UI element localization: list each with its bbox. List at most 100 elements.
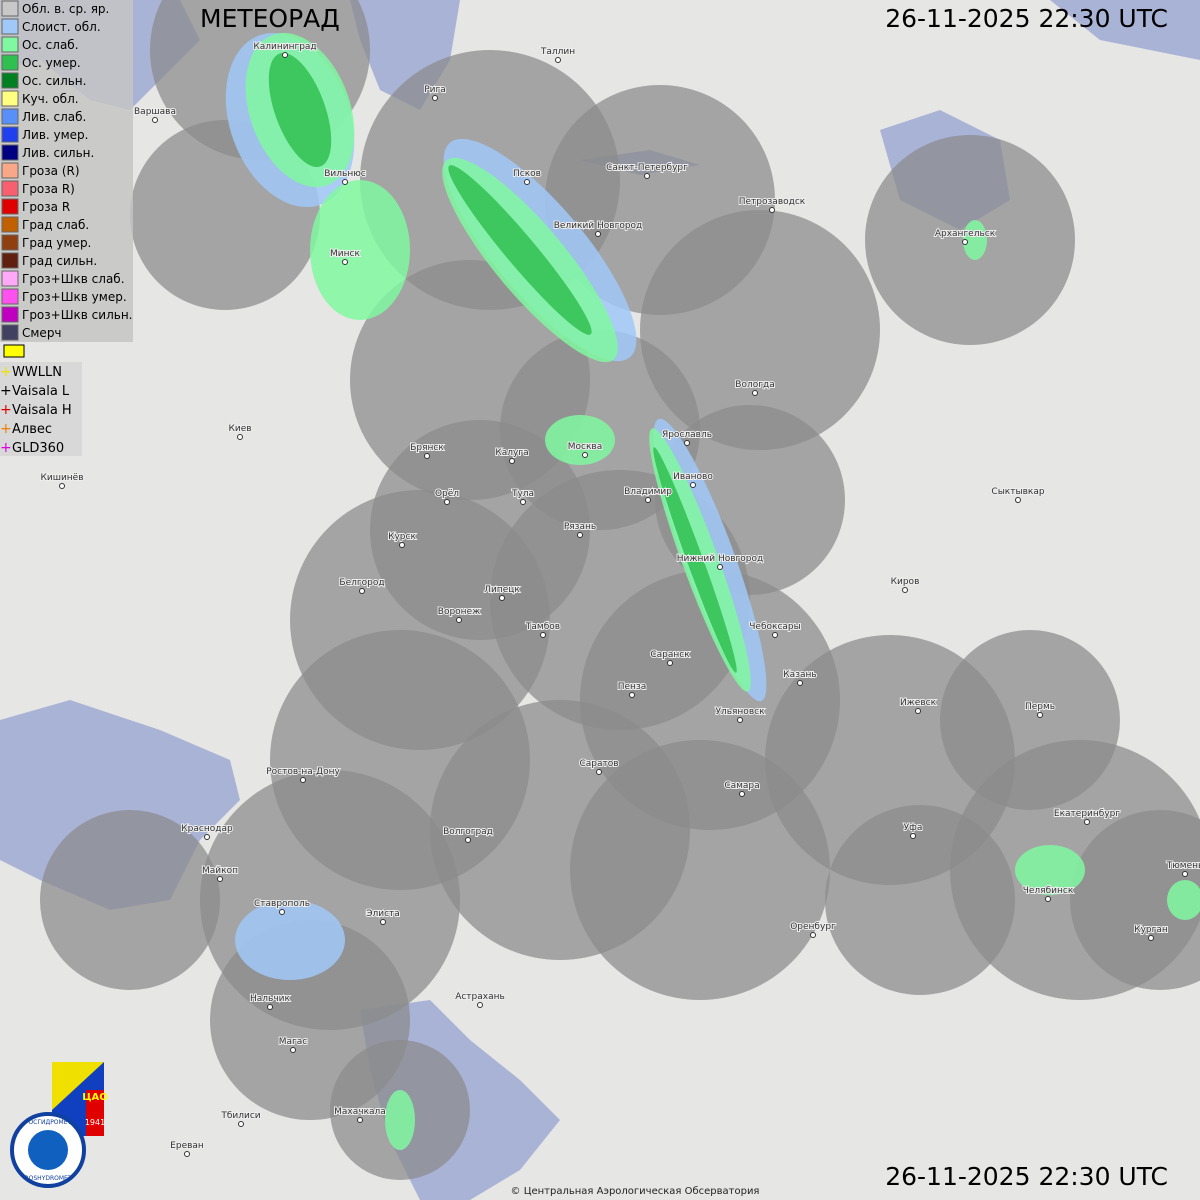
legend-swatch [1,18,19,35]
city-dot [509,458,515,464]
city-label: Киров [891,577,920,587]
city-dot [342,179,348,185]
city-dot [555,57,561,63]
city-dot [772,632,778,638]
lightning-symbol: + [0,383,12,399]
city-label: Минск [330,249,360,259]
legend-swatch [1,288,19,305]
city-label: Тюмень [1166,861,1200,871]
legend-swatch [1,54,19,71]
city-dot [645,497,651,503]
city-label: Екатеринбург [1054,809,1120,819]
city-label: Ереван [170,1141,204,1151]
city-label: Оренбург [790,922,836,932]
lightning-label: GLD360 [12,441,64,456]
city-label: Саратов [579,759,618,769]
city-label: Рязань [564,522,596,532]
city-label: Орёл [435,489,459,499]
legend-label: Ос. умер. [22,56,81,70]
city-dot [1182,871,1188,877]
city-label: Тбилиси [220,1111,260,1121]
lightning-label: Алвес [12,422,52,437]
precip-area [385,1090,415,1150]
logo: ЦАО 1941 РОСГИДРОМЕТ ROSHYDROMET [10,1062,108,1188]
logo-name: РОСГИДРОМЕТ [25,1119,72,1126]
lightning-symbol: + [0,440,12,456]
city-dot [477,1002,483,1008]
city-dot [667,660,673,666]
city-label: Ставрополь [254,899,310,909]
city-dot [582,452,588,458]
city-dot [424,453,430,459]
legend-label: Обл. в. ср. яр. [22,2,109,16]
city-dot [399,542,405,548]
legend-swatch [1,216,19,233]
city-label: Липецк [484,585,520,595]
city-label: Челябинск [1023,886,1074,896]
legend-label: Гроза (R) [22,164,80,178]
city-label: Вологда [735,380,774,390]
precip-area [310,180,410,320]
legend-label: Лив. слаб. [22,110,86,124]
city-label: Элиста [366,909,400,919]
city-label: Волгоград [443,827,493,837]
legend-label: Гроз+Шкв слаб. [22,272,125,286]
precip-area [653,447,737,673]
city-label: Пенза [618,682,647,692]
city-label: Казань [783,670,816,680]
precip-area [963,220,987,260]
legend-label: Лив. умер. [22,128,89,142]
city-dot [915,708,921,714]
city-dot [184,1151,190,1157]
city-label: Вильнюс [324,169,366,179]
radar-circle [640,210,880,450]
legend: Обл. в. ср. яр. Слоист. обл. Ос. слаб. Ос. … [0,0,133,456]
logo-year: 1941 [85,1118,105,1127]
city-dot [359,588,365,594]
lightning-symbol: + [0,421,12,437]
city-labels: Калининград Варшава Рига Таллин Вильнюс Минск… [39,41,1200,1157]
city-dot [717,564,723,570]
legend-swatch [1,144,19,161]
city-label: Санкт-Петербург [606,163,688,173]
city-dot [59,483,65,489]
legend-label: Град сильн. [22,254,97,268]
city-dot [204,834,210,840]
city-dot [237,434,243,440]
city-dot [684,440,690,446]
copyright: © Центральная Аэрологическая Обсерватори… [511,1186,760,1197]
city-dot [739,791,745,797]
legend-swatch [1,324,19,341]
city-dot [444,499,450,505]
legend-swatch [1,234,19,251]
city-label: Ярославль [662,430,712,440]
city-label: Пермь [1025,702,1055,712]
legend-swatch [1,90,19,107]
timestamp-top: 26-11-2025 22:30 UTC [885,4,1168,33]
logo-org: ЦАО [82,1092,108,1103]
legend-label: Ос. сильн. [22,74,86,88]
city-label: Воронеж [438,607,480,617]
city-label: Уфа [904,823,923,833]
legend-swatch [1,72,19,89]
precip-area [448,165,592,335]
legend-swatch [1,306,19,323]
city-dot [644,173,650,179]
precip-area [235,900,345,980]
city-dot [596,769,602,775]
legend-label: Гроз+Шкв сильн. [22,308,132,322]
city-dot [357,1117,363,1123]
radar-circle [570,740,830,1000]
legend-swatch [1,36,19,53]
city-dot [577,532,583,538]
city-dot [432,95,438,101]
city-label: Нальчик [250,994,291,1004]
city-label: Магас [279,1037,308,1047]
city-dot [499,595,505,601]
timestamp-bottom: 26-11-2025 22:30 UTC [885,1162,1168,1191]
city-label: Ульяновск [715,707,765,717]
city-label: Краснодар [181,824,233,834]
city-label: Великий Новгород [554,221,643,231]
precip-area [545,415,615,465]
city-label: Калининград [253,42,316,52]
